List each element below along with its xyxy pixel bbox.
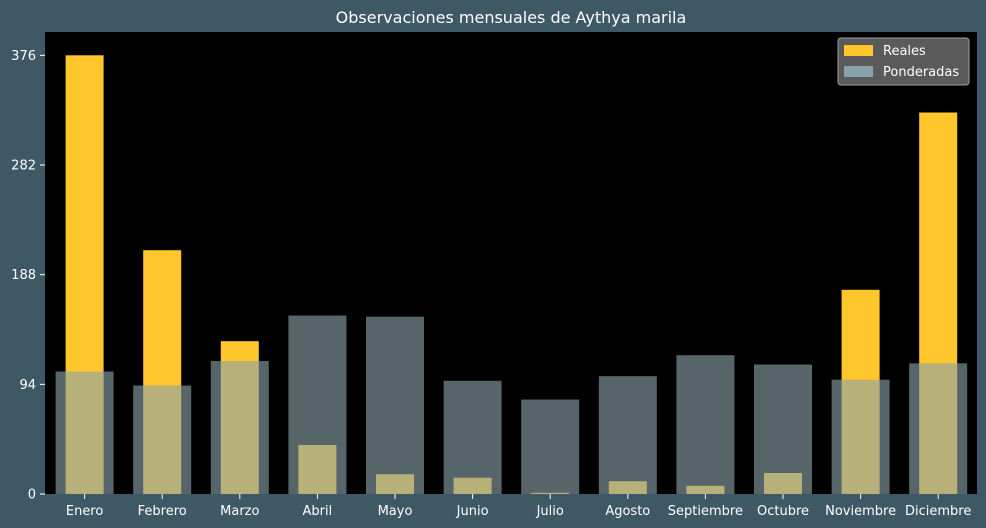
bar-ponderadas-marzo [210,361,269,494]
x-tick-label-febrero: Febrero [138,504,187,519]
legend-swatch-ponderadas [844,66,873,77]
x-tick-label-julio: Julio [536,504,564,519]
chart-title: Observaciones mensuales de Aythya marila [336,8,687,27]
bar-ponderadas-diciembre [909,363,968,494]
plot-area [45,32,977,494]
legend: Reales Ponderadas [837,37,970,86]
bar-ponderadas-mayo [366,316,424,494]
x-tick-label-septiembre: Septiembre [668,504,743,519]
x-tick-label-mayo: Mayo [378,504,413,519]
legend-label-reales: Reales [883,44,926,59]
x-tick-label-octubre: Octubre [757,504,809,519]
x-axis: Enero Febrero Marzo Abril Mayo Junio Julio Agos… [66,494,971,519]
bar-ponderadas-enero [55,371,114,494]
legend-label-ponderadas: Ponderadas [883,65,959,80]
y-axis: 0 94 188 282 376 [11,49,45,503]
x-tick-label-marzo: Marzo [220,504,259,519]
bar-ponderadas-junio [443,380,502,494]
x-tick-label-noviembre: Noviembre [825,504,896,519]
bar-ponderadas-agosto [598,376,657,494]
bar-ponderadas-abril [288,315,347,494]
bar-ponderadas-julio [521,399,580,494]
bar-ponderadas-noviembre [831,379,890,494]
bar-ponderadas-febrero [133,385,192,494]
y-tick-label: 188 [11,268,36,283]
x-tick-label-junio: Junio [456,504,489,519]
x-tick-label-agosto: Agosto [605,504,650,519]
bar-ponderadas-septiembre [676,355,735,494]
bar-ponderadas-octubre [754,364,812,494]
y-tick-label: 376 [11,49,36,64]
x-tick-label-abril: Abril [303,504,333,519]
bars-ponderadas [55,315,968,494]
y-tick-label: 94 [19,378,36,393]
y-tick-label: 282 [11,159,36,174]
legend-swatch-reales [844,45,873,56]
x-tick-label-enero: Enero [66,504,104,519]
y-tick-label: 0 [28,488,36,503]
x-tick-label-diciembre: Diciembre [905,504,971,519]
